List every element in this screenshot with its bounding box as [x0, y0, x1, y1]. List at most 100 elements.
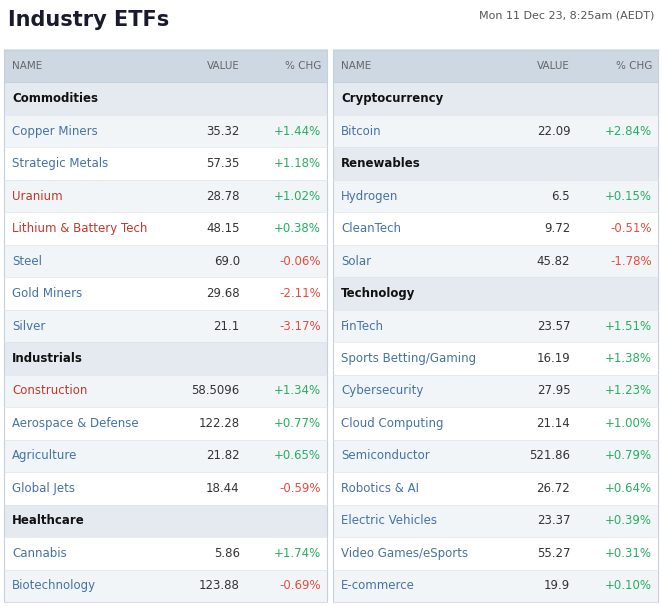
Text: +1.44%: +1.44% [274, 125, 321, 138]
Bar [333, 375, 658, 407]
Text: 22.09: 22.09 [537, 125, 570, 138]
Text: 5.86: 5.86 [214, 547, 240, 560]
Text: Gold Miners: Gold Miners [12, 287, 82, 300]
Bar [4, 407, 327, 439]
Text: -1.78%: -1.78% [610, 255, 652, 268]
Text: +1.51%: +1.51% [605, 319, 652, 333]
Text: -3.17%: -3.17% [279, 319, 321, 333]
Text: Silver: Silver [12, 319, 46, 333]
Text: 521.86: 521.86 [529, 450, 570, 462]
Text: +0.15%: +0.15% [605, 190, 652, 202]
Text: FinTech: FinTech [341, 319, 384, 333]
Bar [333, 50, 658, 602]
Text: Sports Betting/Gaming: Sports Betting/Gaming [341, 352, 476, 365]
Text: +0.38%: +0.38% [274, 222, 321, 235]
Text: Robotics & AI: Robotics & AI [341, 482, 419, 495]
Bar [333, 278, 658, 310]
Bar [333, 570, 658, 602]
Bar [4, 310, 327, 342]
Text: 23.37: 23.37 [537, 514, 570, 527]
Bar [333, 310, 658, 342]
Text: -0.69%: -0.69% [279, 579, 321, 592]
Bar [4, 82, 327, 115]
Text: NAME: NAME [341, 61, 371, 72]
Text: +1.23%: +1.23% [605, 384, 652, 398]
Text: Agriculture: Agriculture [12, 450, 77, 462]
Text: NAME: NAME [12, 61, 42, 72]
Text: Cryptocurrency: Cryptocurrency [341, 92, 444, 105]
Text: 6.5: 6.5 [551, 190, 570, 202]
Text: 19.9: 19.9 [544, 579, 570, 592]
Bar [4, 375, 327, 407]
Text: % CHG: % CHG [285, 61, 321, 72]
Text: +0.64%: +0.64% [605, 482, 652, 495]
Bar [4, 505, 327, 537]
Text: VALUE: VALUE [207, 61, 240, 72]
Text: 48.15: 48.15 [207, 222, 240, 235]
Text: +0.79%: +0.79% [605, 450, 652, 462]
Text: 26.72: 26.72 [536, 482, 570, 495]
Text: Semiconductor: Semiconductor [341, 450, 430, 462]
Text: Electric Vehicles: Electric Vehicles [341, 514, 437, 527]
Text: +0.77%: +0.77% [274, 417, 321, 430]
Text: Industrials: Industrials [12, 352, 83, 365]
Text: Renewables: Renewables [341, 157, 421, 170]
Text: Cannabis: Cannabis [12, 547, 67, 560]
Text: 21.14: 21.14 [536, 417, 570, 430]
Text: 29.68: 29.68 [206, 287, 240, 300]
Text: 69.0: 69.0 [214, 255, 240, 268]
Bar [333, 82, 658, 115]
Text: Commodities: Commodities [12, 92, 98, 105]
Bar [333, 505, 658, 537]
Text: -0.06%: -0.06% [279, 255, 321, 268]
Text: +1.18%: +1.18% [274, 157, 321, 170]
Text: 123.88: 123.88 [199, 579, 240, 592]
Text: VALUE: VALUE [538, 61, 570, 72]
Text: 27.95: 27.95 [537, 384, 570, 398]
Bar [4, 147, 327, 180]
Text: Lithium & Battery Tech: Lithium & Battery Tech [12, 222, 148, 235]
Text: Industry ETFs: Industry ETFs [8, 10, 169, 30]
Bar [4, 537, 327, 570]
Bar [4, 439, 327, 472]
Text: 45.82: 45.82 [537, 255, 570, 268]
Text: CleanTech: CleanTech [341, 222, 401, 235]
Bar [4, 278, 327, 310]
Bar [333, 537, 658, 570]
Bar [4, 50, 327, 602]
Text: Copper Miners: Copper Miners [12, 125, 98, 138]
Text: Solar: Solar [341, 255, 371, 268]
Text: 23.57: 23.57 [537, 319, 570, 333]
Text: 122.28: 122.28 [199, 417, 240, 430]
Text: Technology: Technology [341, 287, 415, 300]
Text: +1.02%: +1.02% [274, 190, 321, 202]
Bar [333, 50, 658, 82]
Text: % CHG: % CHG [616, 61, 652, 72]
Text: Aerospace & Defense: Aerospace & Defense [12, 417, 138, 430]
Text: 58.5096: 58.5096 [191, 384, 240, 398]
Text: +0.65%: +0.65% [274, 450, 321, 462]
Text: Construction: Construction [12, 384, 87, 398]
Text: Biotechnology: Biotechnology [12, 579, 96, 592]
Text: 28.78: 28.78 [207, 190, 240, 202]
Bar [4, 180, 327, 212]
Bar [333, 342, 658, 375]
Text: +1.38%: +1.38% [605, 352, 652, 365]
Bar [333, 472, 658, 505]
Text: Cloud Computing: Cloud Computing [341, 417, 444, 430]
Bar [333, 407, 658, 439]
Text: Video Games/eSports: Video Games/eSports [341, 547, 468, 560]
Text: 16.19: 16.19 [536, 352, 570, 365]
Text: +0.10%: +0.10% [605, 579, 652, 592]
Text: 18.44: 18.44 [206, 482, 240, 495]
Text: Steel: Steel [12, 255, 42, 268]
Text: Strategic Metals: Strategic Metals [12, 157, 109, 170]
Bar [4, 50, 327, 82]
Bar [333, 245, 658, 278]
Text: 9.72: 9.72 [544, 222, 570, 235]
Text: +2.84%: +2.84% [605, 125, 652, 138]
Text: 57.35: 57.35 [207, 157, 240, 170]
Text: 35.32: 35.32 [207, 125, 240, 138]
Text: +0.31%: +0.31% [605, 547, 652, 560]
Bar [4, 245, 327, 278]
